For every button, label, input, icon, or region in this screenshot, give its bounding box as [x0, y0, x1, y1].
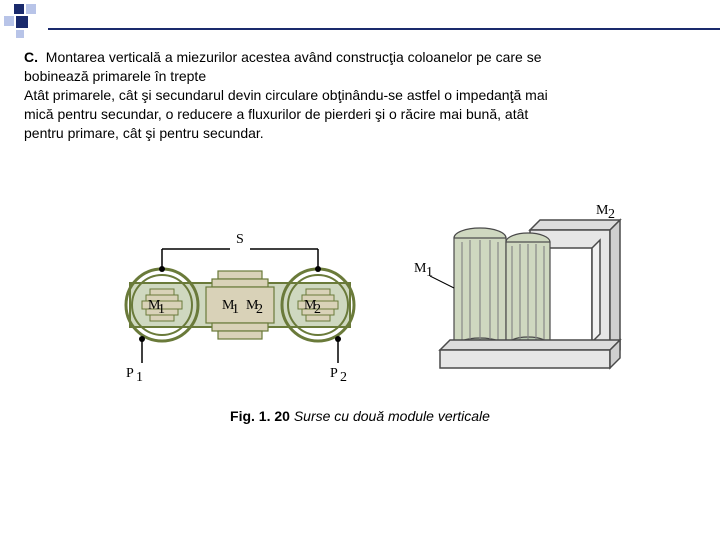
svg-text:P: P [330, 366, 338, 381]
text-l2: bobinează primarele în trepte [24, 68, 206, 84]
body-text: C. Montarea verticală a miezurilor acest… [24, 48, 714, 142]
label-S: S [236, 232, 244, 247]
svg-text:2: 2 [608, 207, 615, 222]
text-l1: Montarea verticală a miezurilor acestea … [46, 49, 542, 65]
svg-text:1: 1 [158, 302, 165, 317]
figure-left: M1 M2 M1 [90, 205, 390, 385]
text-l4: mică pentru secundar, o reducere a fluxu… [24, 106, 528, 122]
text-l3: Atât primarele, cât şi secundarul devin … [24, 87, 548, 103]
text-l5: pentru primare, cât şi pentru secundar. [24, 125, 264, 141]
corner-decor [4, 4, 44, 44]
caption-text: Surse cu două module verticale [294, 408, 490, 424]
caption-prefix: Fig. 1. 20 [230, 408, 290, 424]
figure-area: M1 M2 M1 [0, 200, 720, 424]
figure-caption: Fig. 1. 20 Surse cu două module vertical… [0, 408, 720, 424]
svg-text:2: 2 [256, 302, 263, 317]
section-letter: C. [24, 49, 38, 65]
figure-right: M2 M1 [410, 200, 630, 390]
svg-text:2: 2 [314, 302, 321, 317]
svg-text:P: P [126, 366, 134, 381]
svg-text:1: 1 [426, 265, 433, 280]
svg-text:2: 2 [340, 370, 347, 385]
header-rule [48, 28, 720, 30]
svg-text:1: 1 [136, 370, 143, 385]
svg-text:1: 1 [232, 302, 239, 317]
